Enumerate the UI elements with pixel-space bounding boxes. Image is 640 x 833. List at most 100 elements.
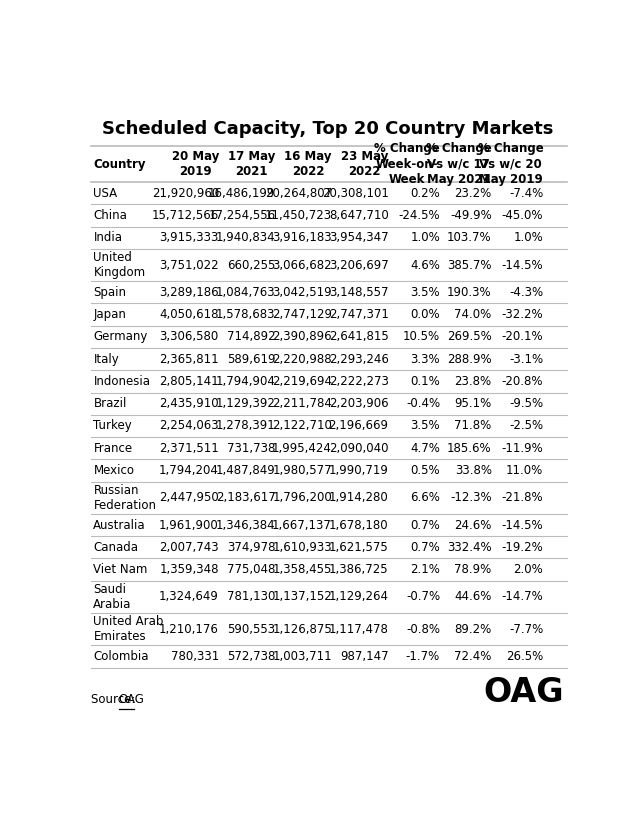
Text: -4.3%: -4.3% — [509, 286, 543, 299]
Text: 385.7%: 385.7% — [447, 258, 492, 272]
Text: 374,978: 374,978 — [227, 541, 275, 554]
Text: OAG: OAG — [118, 693, 145, 706]
Text: 2,183,617: 2,183,617 — [216, 491, 275, 504]
Text: 572,738: 572,738 — [227, 650, 275, 663]
Text: 2,007,743: 2,007,743 — [159, 541, 219, 554]
Text: Canada: Canada — [93, 541, 138, 554]
Text: 660,255: 660,255 — [227, 258, 275, 272]
Text: 2,747,371: 2,747,371 — [328, 308, 388, 321]
Text: Australia: Australia — [93, 519, 146, 531]
Text: 2,122,710: 2,122,710 — [272, 420, 332, 432]
Text: 1,678,180: 1,678,180 — [329, 519, 388, 531]
Text: 1.0%: 1.0% — [513, 232, 543, 244]
Text: -14.7%: -14.7% — [502, 591, 543, 603]
Text: -0.4%: -0.4% — [406, 397, 440, 410]
Text: 44.6%: 44.6% — [454, 591, 492, 603]
Text: 731,738: 731,738 — [227, 441, 275, 455]
Text: 3.5%: 3.5% — [410, 420, 440, 432]
Text: United Arab
Emirates: United Arab Emirates — [93, 615, 164, 643]
Text: -20.1%: -20.1% — [502, 331, 543, 343]
Text: Germany: Germany — [93, 331, 148, 343]
Text: 987,147: 987,147 — [340, 650, 388, 663]
Text: 2,390,896: 2,390,896 — [273, 331, 332, 343]
Text: Italy: Italy — [93, 352, 119, 366]
Text: 1,610,933: 1,610,933 — [273, 541, 332, 554]
Text: 589,619: 589,619 — [227, 352, 275, 366]
Text: -2.5%: -2.5% — [509, 420, 543, 432]
Text: 3.5%: 3.5% — [410, 286, 440, 299]
Text: 0.2%: 0.2% — [410, 187, 440, 200]
Text: 1,346,384: 1,346,384 — [216, 519, 275, 531]
Text: Source:: Source: — [91, 693, 139, 706]
Text: 16,486,199: 16,486,199 — [208, 187, 275, 200]
Text: 72.4%: 72.4% — [454, 650, 492, 663]
Text: 3,915,333: 3,915,333 — [159, 232, 219, 244]
Text: 2,365,811: 2,365,811 — [159, 352, 219, 366]
Text: 21,920,960: 21,920,960 — [152, 187, 219, 200]
Text: -20.8%: -20.8% — [502, 375, 543, 388]
Text: 590,553: 590,553 — [227, 623, 275, 636]
Text: 1,980,577: 1,980,577 — [273, 464, 332, 477]
Text: 1,278,391: 1,278,391 — [216, 420, 275, 432]
Text: 1,117,478: 1,117,478 — [328, 623, 388, 636]
Text: Country: Country — [93, 157, 146, 171]
Text: 2,203,906: 2,203,906 — [329, 397, 388, 410]
Text: 26.5%: 26.5% — [506, 650, 543, 663]
Text: 17 May
2021: 17 May 2021 — [228, 150, 275, 178]
Text: 2,090,040: 2,090,040 — [329, 441, 388, 455]
Text: % Change
Vs w/c 20
May 2019: % Change Vs w/c 20 May 2019 — [477, 142, 543, 186]
Text: -32.2%: -32.2% — [502, 308, 543, 321]
Text: 2,747,129: 2,747,129 — [272, 308, 332, 321]
Text: 0.7%: 0.7% — [410, 541, 440, 554]
Text: 95.1%: 95.1% — [454, 397, 492, 410]
Text: China: China — [93, 209, 127, 222]
Text: 33.8%: 33.8% — [454, 464, 492, 477]
Text: 1,126,875: 1,126,875 — [272, 623, 332, 636]
Text: 1,794,904: 1,794,904 — [216, 375, 275, 388]
Text: -0.8%: -0.8% — [406, 623, 440, 636]
Text: 1,995,424: 1,995,424 — [272, 441, 332, 455]
Text: 3,289,186: 3,289,186 — [159, 286, 219, 299]
Text: -1.7%: -1.7% — [406, 650, 440, 663]
Text: 3,066,682: 3,066,682 — [273, 258, 332, 272]
Text: 2,447,950: 2,447,950 — [159, 491, 219, 504]
Text: 3,206,697: 3,206,697 — [329, 258, 388, 272]
Text: -7.7%: -7.7% — [509, 623, 543, 636]
Text: 2.0%: 2.0% — [513, 563, 543, 576]
Text: % Change
Vs w/c 17
May 2021: % Change Vs w/c 17 May 2021 — [426, 142, 492, 186]
Text: -49.9%: -49.9% — [450, 209, 492, 222]
Text: 185.6%: 185.6% — [447, 441, 492, 455]
Text: 1,940,834: 1,940,834 — [216, 232, 275, 244]
Text: Viet Nam: Viet Nam — [93, 563, 148, 576]
Text: 1,961,900: 1,961,900 — [159, 519, 219, 531]
Text: 1,129,392: 1,129,392 — [216, 397, 275, 410]
Text: 1,324,649: 1,324,649 — [159, 591, 219, 603]
Text: Japan: Japan — [93, 308, 126, 321]
Text: -9.5%: -9.5% — [509, 397, 543, 410]
Text: 1,129,264: 1,129,264 — [328, 591, 388, 603]
Text: 0.5%: 0.5% — [410, 464, 440, 477]
Text: 2,371,511: 2,371,511 — [159, 441, 219, 455]
Text: Turkey: Turkey — [93, 420, 132, 432]
Text: 2,805,141: 2,805,141 — [159, 375, 219, 388]
Text: -24.5%: -24.5% — [399, 209, 440, 222]
Text: 1,210,176: 1,210,176 — [159, 623, 219, 636]
Text: 23.8%: 23.8% — [454, 375, 492, 388]
Text: 0.1%: 0.1% — [410, 375, 440, 388]
Text: -3.1%: -3.1% — [509, 352, 543, 366]
Text: -45.0%: -45.0% — [502, 209, 543, 222]
Text: -7.4%: -7.4% — [509, 187, 543, 200]
Text: 20,308,101: 20,308,101 — [322, 187, 388, 200]
Text: 288.9%: 288.9% — [447, 352, 492, 366]
Text: 1,578,683: 1,578,683 — [216, 308, 275, 321]
Text: 780,331: 780,331 — [171, 650, 219, 663]
Text: 16 May
2022: 16 May 2022 — [284, 150, 332, 178]
Text: 11.0%: 11.0% — [506, 464, 543, 477]
Text: 23 May
2022: 23 May 2022 — [341, 150, 388, 178]
Text: 269.5%: 269.5% — [447, 331, 492, 343]
Text: 2,219,694: 2,219,694 — [272, 375, 332, 388]
Text: 2,222,273: 2,222,273 — [328, 375, 388, 388]
Text: 1,914,280: 1,914,280 — [329, 491, 388, 504]
Text: 89.2%: 89.2% — [454, 623, 492, 636]
Text: 11,450,723: 11,450,723 — [265, 209, 332, 222]
